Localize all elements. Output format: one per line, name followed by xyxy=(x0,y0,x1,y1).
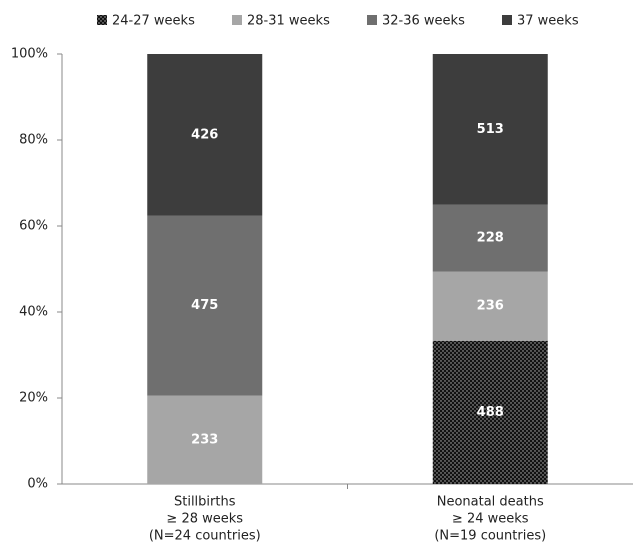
y-tick-label: 100% xyxy=(11,47,48,62)
legend-label: 24-27 weeks xyxy=(112,14,195,29)
x-tick-label: (N=24 countries) xyxy=(149,529,261,544)
legend-swatch xyxy=(97,15,107,25)
x-tick-label: (N=19 countries) xyxy=(434,529,546,544)
y-tick-label: 80% xyxy=(19,133,48,148)
y-tick-label: 20% xyxy=(19,391,48,406)
x-tick-label: Stillbirths xyxy=(174,495,236,510)
x-tick-label: ≥ 24 weeks xyxy=(452,512,529,527)
bar-segment xyxy=(147,54,263,216)
data-label: 426 xyxy=(191,127,218,142)
data-label: 233 xyxy=(191,432,218,447)
data-label: 513 xyxy=(477,122,504,137)
legend-swatch xyxy=(232,15,242,25)
legend-label: 37 weeks xyxy=(517,14,579,29)
data-label: 228 xyxy=(477,231,504,246)
bar-segment xyxy=(432,271,548,341)
y-tick-label: 0% xyxy=(27,477,48,492)
y-tick-label: 60% xyxy=(19,219,48,234)
data-label: 236 xyxy=(477,299,504,314)
bar-segment xyxy=(432,204,548,272)
bar-segment xyxy=(147,215,263,396)
bar-segment xyxy=(432,340,548,484)
y-tick-label: 40% xyxy=(19,305,48,320)
legend-swatch xyxy=(502,15,512,25)
legend-label: 32-36 weeks xyxy=(382,14,465,29)
x-tick-label: ≥ 28 weeks xyxy=(166,512,243,527)
data-label: 475 xyxy=(191,298,218,313)
data-label: 488 xyxy=(477,405,504,420)
bar-segment xyxy=(432,54,548,205)
legend-label: 28-31 weeks xyxy=(247,14,330,29)
x-tick-label: Neonatal deaths xyxy=(437,495,544,510)
legend-swatch xyxy=(367,15,377,25)
bar-segment xyxy=(147,395,263,484)
